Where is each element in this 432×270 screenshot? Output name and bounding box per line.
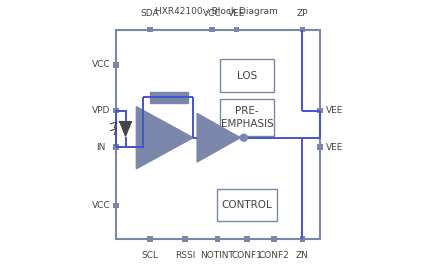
Bar xyxy=(300,27,305,32)
Text: SDA: SDA xyxy=(140,9,159,18)
Bar xyxy=(234,27,239,32)
Bar xyxy=(220,59,274,92)
Text: VCC: VCC xyxy=(92,60,111,69)
Bar xyxy=(116,30,320,239)
Text: HXR42100 - Block Diagram: HXR42100 - Block Diagram xyxy=(155,7,277,16)
Text: SCL: SCL xyxy=(141,251,159,260)
Polygon shape xyxy=(137,107,193,169)
Text: VCC: VCC xyxy=(92,201,111,210)
Polygon shape xyxy=(120,122,131,136)
Text: NOTINT: NOTINT xyxy=(200,251,234,260)
Bar xyxy=(317,144,323,150)
Text: ZP: ZP xyxy=(297,9,308,18)
Bar xyxy=(271,236,277,242)
Bar xyxy=(209,27,215,32)
Text: CONF2: CONF2 xyxy=(259,251,289,260)
Text: PRE-
EMPHASIS: PRE- EMPHASIS xyxy=(221,106,273,129)
Text: IN: IN xyxy=(97,143,106,152)
Bar xyxy=(147,236,152,242)
Bar xyxy=(113,108,119,113)
Text: VPD: VPD xyxy=(92,106,111,115)
Bar xyxy=(245,236,250,242)
Bar xyxy=(113,144,119,150)
Text: VEE: VEE xyxy=(326,106,343,115)
Bar xyxy=(150,92,187,103)
Text: CONTROL: CONTROL xyxy=(222,200,273,210)
Bar xyxy=(215,236,220,242)
Bar xyxy=(113,62,119,68)
Bar xyxy=(147,27,152,32)
Text: VEE: VEE xyxy=(228,9,245,18)
Text: VEE: VEE xyxy=(326,143,343,152)
Text: VCC: VCC xyxy=(203,9,221,18)
Bar xyxy=(113,202,119,208)
Bar xyxy=(317,108,323,113)
Text: RSSI: RSSI xyxy=(175,251,195,260)
Text: LOS: LOS xyxy=(237,70,257,81)
Text: ZN: ZN xyxy=(296,251,309,260)
Bar xyxy=(182,236,187,242)
Bar xyxy=(217,189,277,221)
Bar xyxy=(300,236,305,242)
Polygon shape xyxy=(197,113,240,162)
Text: CONF1: CONF1 xyxy=(232,251,263,260)
Circle shape xyxy=(240,134,247,141)
Bar xyxy=(220,99,274,136)
